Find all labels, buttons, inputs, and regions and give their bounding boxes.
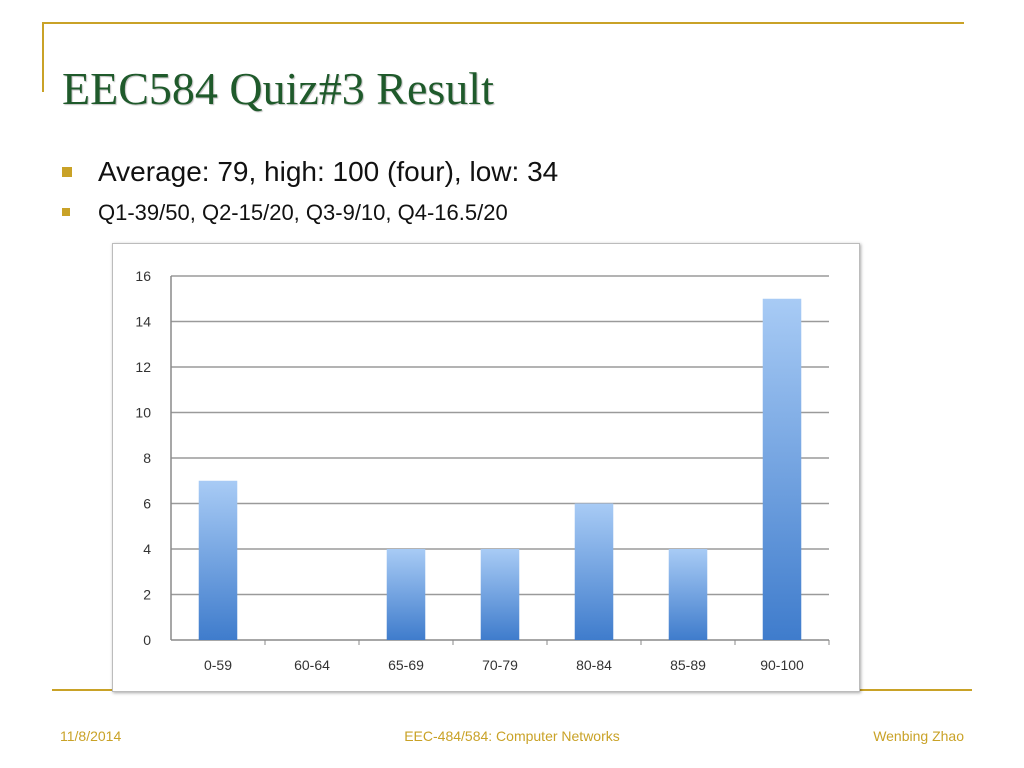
y-tick-label: 4 <box>143 541 151 557</box>
score-histogram-chart: 0 2 4 6 8 10 12 14 16 0-59 60-64 65-69 70-79 80-84 85-… <box>112 243 860 692</box>
bar <box>762 298 802 640</box>
footer-date: 11/8/2014 <box>60 728 122 744</box>
x-tick-label: 70-79 <box>482 657 518 673</box>
y-tick-label: 2 <box>143 587 151 603</box>
y-tick-label: 10 <box>135 405 151 421</box>
bar <box>480 549 520 640</box>
bullet-text: Average: 79, high: 100 (four), low: 34 <box>98 156 559 187</box>
slide-title: EEC584 Quiz#3 Result <box>62 63 494 114</box>
x-tick-label: 0-59 <box>204 657 232 673</box>
bullet-list: Average: 79, high: 100 (four), low: 34 Q… <box>60 154 960 228</box>
y-tick-label: 8 <box>143 450 151 466</box>
bullet-item-questions: Q1-39/50, Q2-15/20, Q3-9/10, Q4-16.5/20 <box>60 198 960 228</box>
bar <box>574 503 614 640</box>
bar <box>386 549 426 640</box>
square-bullet-icon <box>62 208 70 216</box>
y-tick-label: 6 <box>143 496 151 512</box>
bullet-text: Q1-39/50, Q2-15/20, Q3-9/10, Q4-16.5/20 <box>98 200 508 225</box>
bar <box>668 549 708 640</box>
frame-left-line <box>42 22 44 92</box>
x-tick-label: 65-69 <box>388 657 424 673</box>
x-tick-label: 60-64 <box>294 657 330 673</box>
x-tick-label: 80-84 <box>576 657 612 673</box>
frame-top-line <box>42 22 964 24</box>
footer-author: Wenbing Zhao <box>873 728 964 744</box>
x-tick-label: 90-100 <box>760 657 804 673</box>
chart-svg: 0 2 4 6 8 10 12 14 16 0-59 60-64 65-69 70-79 80-84 85-… <box>135 268 830 673</box>
x-tick-label: 85-89 <box>670 657 706 673</box>
bullet-item-summary: Average: 79, high: 100 (four), low: 34 <box>60 154 960 190</box>
bar <box>198 480 238 640</box>
y-tick-label: 14 <box>135 314 151 330</box>
y-tick-label: 0 <box>143 632 151 648</box>
footer-course: EEC-484/584: Computer Networks <box>404 728 620 744</box>
square-bullet-icon <box>62 167 72 177</box>
y-tick-label: 12 <box>135 359 151 375</box>
y-tick-label: 16 <box>135 268 151 284</box>
